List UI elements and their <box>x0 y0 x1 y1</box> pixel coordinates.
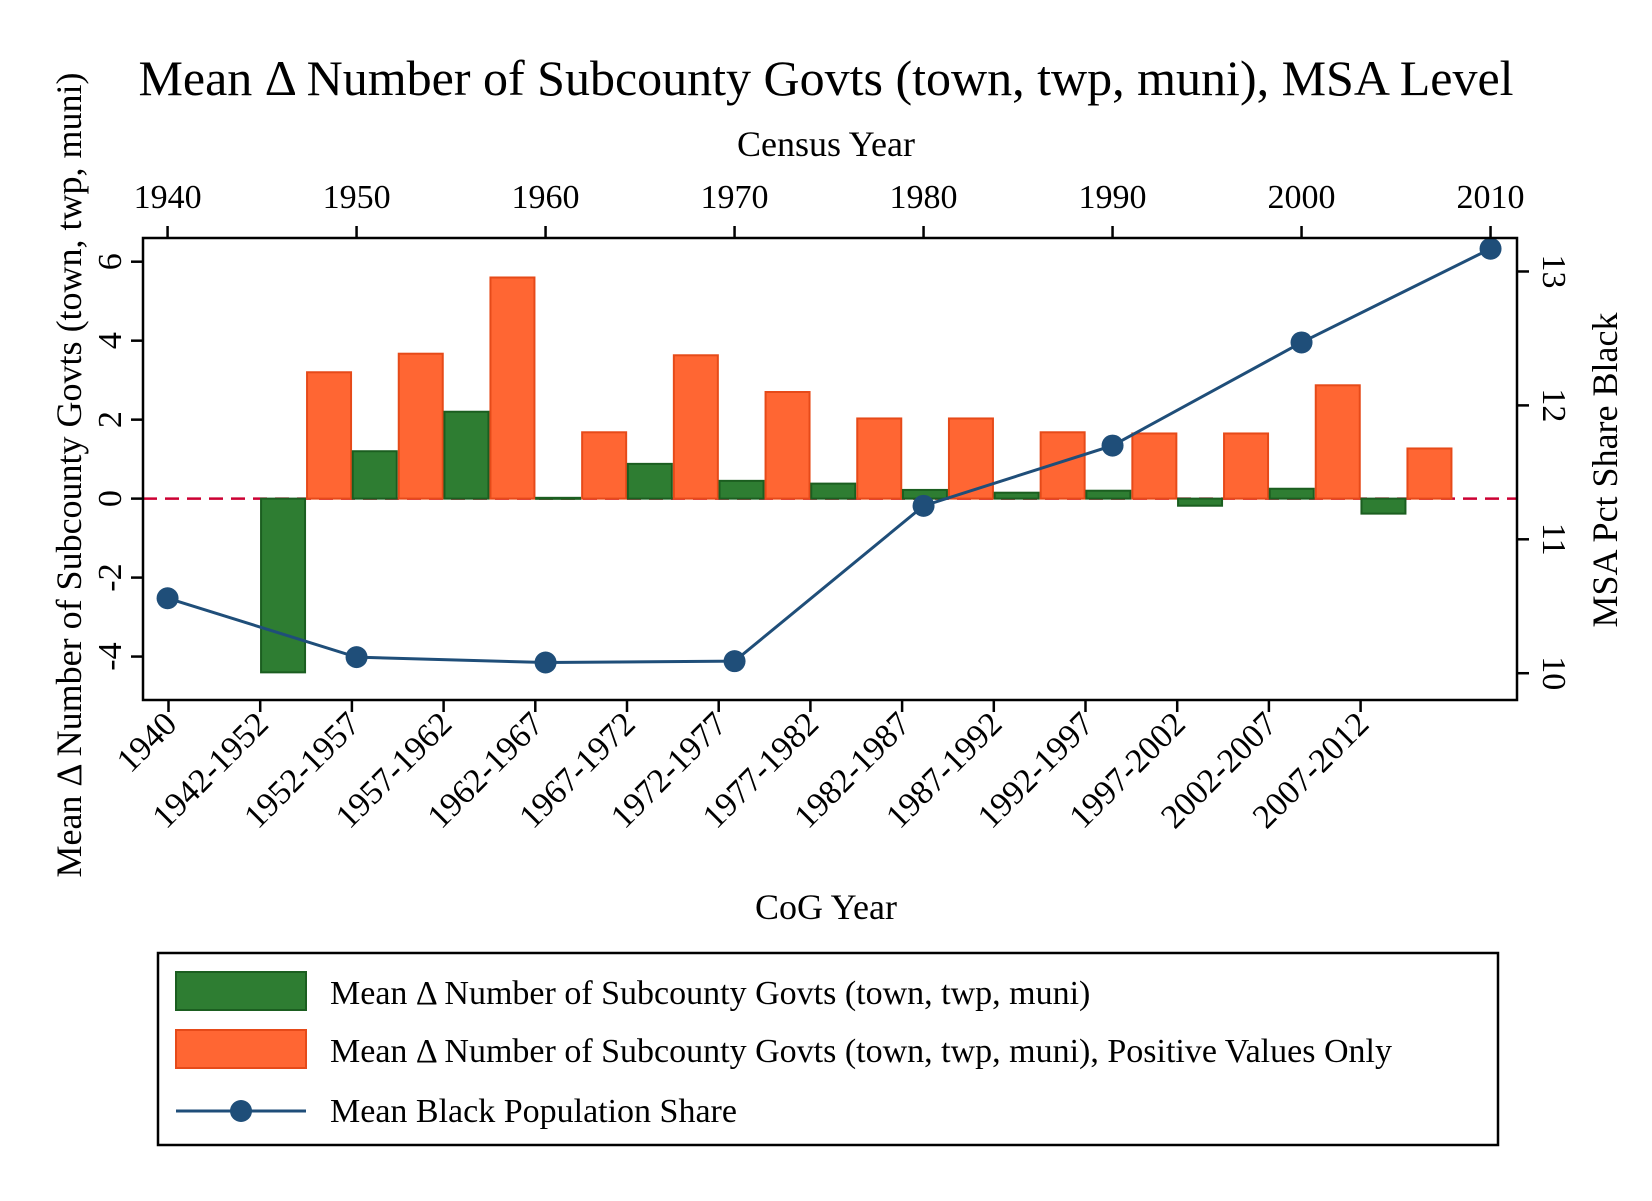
top-x-tick-label: 1940 <box>134 179 202 216</box>
y-tick-label: -4 <box>92 642 129 670</box>
bar-subcounty-govts <box>1360 497 1407 515</box>
legend-label-black-population-share: Mean Black Population Share <box>330 1093 737 1130</box>
bar-positive-values-only <box>1406 447 1453 500</box>
x-axis-title: CoG Year <box>755 887 897 927</box>
legend-swatch-subcounty-govts <box>175 971 307 1011</box>
legend-marker-black-population-share <box>230 1100 252 1122</box>
bar-positive-values-only <box>1223 432 1270 500</box>
top-x-axis-title: Census Year <box>737 124 915 164</box>
top-x-tick-label: 1980 <box>890 179 958 216</box>
bar-subcounty-govts <box>626 462 673 500</box>
legend-box <box>156 951 1500 1147</box>
y2-tick-label: 12 <box>1535 388 1572 422</box>
legend-swatch-positive-values-only <box>175 1029 307 1069</box>
line-point <box>912 494 935 517</box>
bar-subcounty-govts <box>1268 487 1315 500</box>
bar-positive-values-only <box>397 352 444 500</box>
bar-subcounty-govts <box>993 491 1040 500</box>
line-point <box>1479 237 1502 260</box>
bar-subcounty-govts <box>260 497 307 674</box>
bar-positive-values-only <box>856 417 903 500</box>
bar-subcounty-govts <box>1085 489 1132 500</box>
line-point <box>345 646 368 669</box>
line-point <box>534 651 557 674</box>
bar-subcounty-govts <box>535 496 582 500</box>
bar-subcounty-govts <box>810 482 857 500</box>
x-tick-label: 1940 <box>110 705 184 779</box>
line-point <box>156 587 179 610</box>
bar-positive-values-only <box>581 431 628 500</box>
top-x-tick-label: 2010 <box>1457 179 1525 216</box>
y-tick-label: 6 <box>92 253 129 270</box>
bar-positive-values-only <box>672 354 719 500</box>
top-x-tick-label: 2000 <box>1268 179 1336 216</box>
bar-subcounty-govts <box>1177 497 1224 507</box>
y2-axis-title: MSA Pct Share Black <box>1585 313 1625 628</box>
plot-area: -4 -2 0 2 4 6 10 11 12 13 1940 1950 1960 1970 1980 1990… <box>92 179 1572 836</box>
bar-positive-values-only <box>1039 431 1086 500</box>
y2-tick-label: 10 <box>1535 656 1572 690</box>
bar-positive-values-only <box>489 276 536 500</box>
y2-tick-label: 11 <box>1535 523 1572 556</box>
bar-subcounty-govts <box>443 410 490 500</box>
y-tick-label: 0 <box>92 490 129 507</box>
legend-label-subcounty-govts: Mean Δ Number of Subcounty Govts (town, … <box>330 975 1090 1012</box>
y-tick-label: 4 <box>92 332 129 349</box>
line-point <box>723 650 746 673</box>
top-x-tick-label: 1960 <box>512 179 580 216</box>
line-point <box>1290 331 1313 354</box>
legend-label-positive-values-only: Mean Δ Number of Subcounty Govts (town, … <box>330 1033 1392 1070</box>
bar-positive-values-only <box>764 391 811 500</box>
y-tick-label: 2 <box>92 411 129 428</box>
line-black-population-share <box>167 247 1492 665</box>
top-x-tick-label: 1950 <box>323 179 391 216</box>
legend: Mean Δ Number of Subcounty Govts (town, … <box>156 951 1500 1147</box>
y2-tick-label: 13 <box>1535 254 1572 288</box>
bar-subcounty-govts <box>351 450 398 500</box>
y-axis-title: Mean Δ Number of Subcounty Govts (town, … <box>49 72 89 877</box>
bar-positive-values-only <box>1131 432 1178 500</box>
top-x-tick-label: 1970 <box>701 179 769 216</box>
line-point <box>1101 434 1124 457</box>
bar-subcounty-govts <box>718 479 765 500</box>
y-tick-label: -2 <box>92 563 129 591</box>
plot-frame <box>141 236 1519 702</box>
bar-positive-values-only <box>306 371 353 500</box>
chart-title: Mean Δ Number of Subcounty Govts (town, … <box>138 50 1513 106</box>
top-x-tick-label: 1990 <box>1079 179 1147 216</box>
bar-positive-values-only <box>1314 384 1361 500</box>
